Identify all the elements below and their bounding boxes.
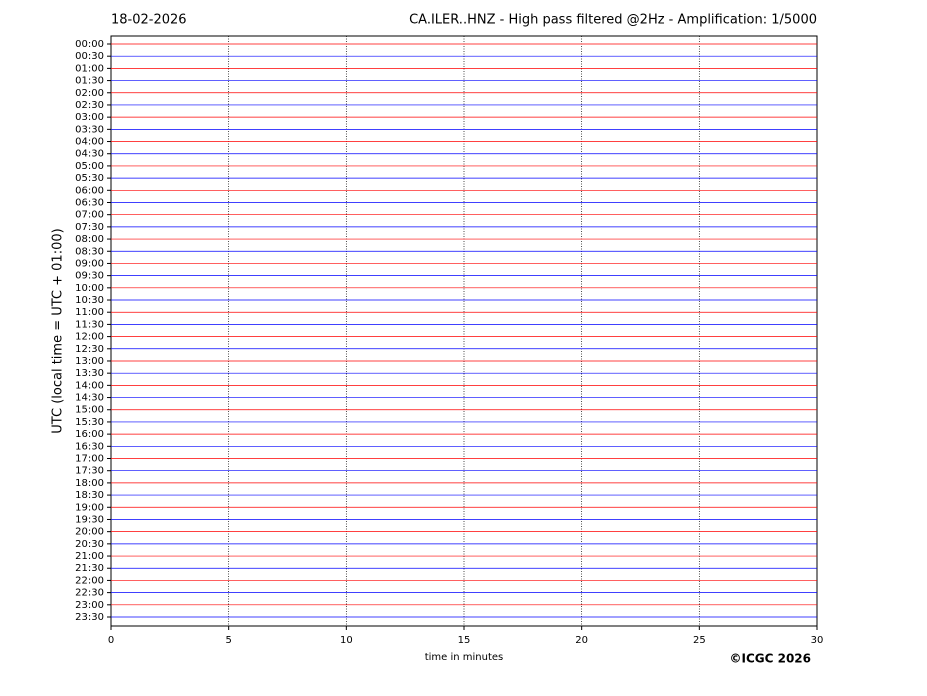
- y-tick-label: 13:00: [75, 356, 104, 367]
- y-tick-label: 05:00: [75, 161, 104, 172]
- y-tick-label: 11:30: [75, 319, 104, 330]
- y-tick-label: 01:30: [75, 76, 104, 87]
- y-tick-label: 22:00: [75, 575, 104, 586]
- chart-title: CA.ILER..HNZ - High pass filtered @2Hz -…: [409, 13, 817, 28]
- y-tick-label: 03:00: [75, 112, 104, 123]
- x-tick-label: 30: [811, 635, 824, 646]
- y-tick-label: 13:30: [75, 368, 104, 379]
- y-tick-label: 19:30: [75, 514, 104, 525]
- y-tick-label: 06:30: [75, 197, 104, 208]
- y-tick-label: 15:00: [75, 405, 104, 416]
- y-tick-label: 05:30: [75, 173, 104, 184]
- y-tick-label: 08:00: [75, 234, 104, 245]
- y-tick-label: 23:30: [75, 612, 104, 623]
- y-tick-label: 20:30: [75, 539, 104, 550]
- y-tick-label: 01:00: [75, 63, 104, 74]
- y-tick-label: 02:30: [75, 100, 104, 111]
- y-tick-label: 04:00: [75, 137, 104, 148]
- y-tick-label: 19:00: [75, 502, 104, 513]
- y-tick-label: 21:00: [75, 551, 104, 562]
- x-tick-label: 0: [108, 635, 114, 646]
- y-tick-label: 14:00: [75, 380, 104, 391]
- y-tick-label: 16:00: [75, 429, 104, 440]
- x-axis-label: time in minutes: [425, 652, 504, 663]
- y-tick-label: 07:00: [75, 210, 104, 221]
- y-tick-label: 17:30: [75, 466, 104, 477]
- x-tick-label: 15: [458, 635, 471, 646]
- y-tick-label: 08:30: [75, 246, 104, 257]
- x-tick-label: 5: [225, 635, 231, 646]
- y-tick-label: 11:00: [75, 307, 104, 318]
- y-tick-label: 18:30: [75, 490, 104, 501]
- x-tick-label: 20: [575, 635, 588, 646]
- y-axis-label: UTC (local time = UTC + 01:00): [51, 228, 66, 433]
- y-tick-label: 17:00: [75, 454, 104, 465]
- y-tick-label: 07:30: [75, 222, 104, 233]
- y-tick-label: 02:00: [75, 88, 104, 99]
- y-tick-label: 10:00: [75, 283, 104, 294]
- y-tick-label: 12:30: [75, 344, 104, 355]
- credit: ©ICGC 2026: [729, 652, 811, 666]
- y-tick-label: 14:30: [75, 393, 104, 404]
- y-tick-label: 23:00: [75, 600, 104, 611]
- x-tick-label: 25: [693, 635, 706, 646]
- y-tick-label: 03:30: [75, 124, 104, 135]
- y-tick-label: 21:30: [75, 563, 104, 574]
- y-tick-label: 09:30: [75, 271, 104, 282]
- y-tick-label: 06:00: [75, 185, 104, 196]
- y-tick-label: 09:00: [75, 258, 104, 269]
- x-tick-label: 10: [340, 635, 353, 646]
- date: 18-02-2026: [111, 13, 187, 28]
- y-tick-label: 18:00: [75, 478, 104, 489]
- y-tick-label: 04:30: [75, 149, 104, 160]
- y-tick-label: 16:30: [75, 441, 104, 452]
- y-tick-label: 00:00: [75, 39, 104, 50]
- y-tick-label: 15:30: [75, 417, 104, 428]
- y-tick-label: 10:30: [75, 295, 104, 306]
- y-tick-label: 22:30: [75, 588, 104, 599]
- y-tick-label: 20:00: [75, 527, 104, 538]
- y-tick-label: 00:30: [75, 51, 104, 62]
- y-tick-label: 12:00: [75, 332, 104, 343]
